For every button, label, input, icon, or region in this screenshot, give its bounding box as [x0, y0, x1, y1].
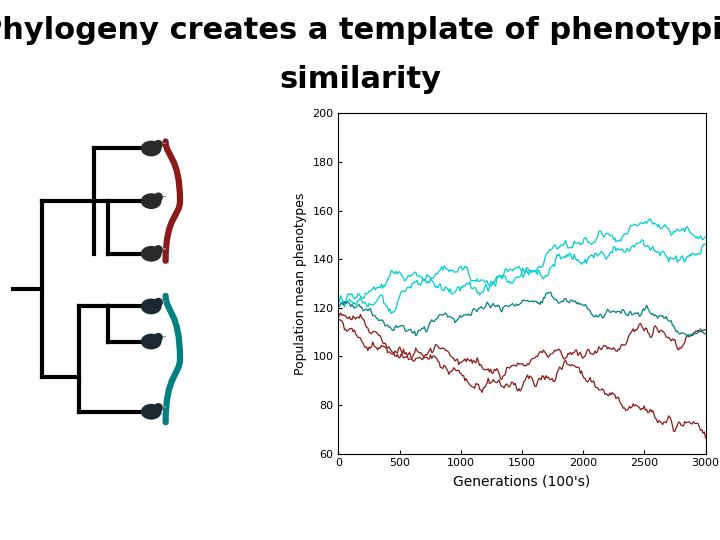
- Ellipse shape: [154, 245, 163, 254]
- Ellipse shape: [141, 193, 161, 209]
- Ellipse shape: [141, 299, 161, 314]
- Ellipse shape: [154, 140, 163, 149]
- Ellipse shape: [141, 246, 161, 262]
- Ellipse shape: [154, 403, 163, 413]
- Ellipse shape: [141, 140, 161, 157]
- X-axis label: Generations (100's): Generations (100's): [454, 474, 590, 488]
- Text: Phylogeny creates a template of phenotypic: Phylogeny creates a template of phenotyp…: [0, 16, 720, 45]
- FancyArrow shape: [163, 248, 166, 249]
- Ellipse shape: [154, 192, 163, 202]
- Ellipse shape: [154, 298, 163, 307]
- FancyArrow shape: [163, 301, 166, 302]
- FancyArrow shape: [163, 196, 166, 197]
- Text: similarity: similarity: [279, 65, 441, 94]
- Y-axis label: Population mean phenotypes: Population mean phenotypes: [294, 192, 307, 375]
- Ellipse shape: [141, 334, 161, 349]
- Ellipse shape: [154, 333, 163, 342]
- FancyArrow shape: [163, 143, 166, 144]
- Ellipse shape: [141, 404, 161, 420]
- FancyArrow shape: [163, 336, 166, 338]
- FancyArrow shape: [163, 407, 166, 408]
